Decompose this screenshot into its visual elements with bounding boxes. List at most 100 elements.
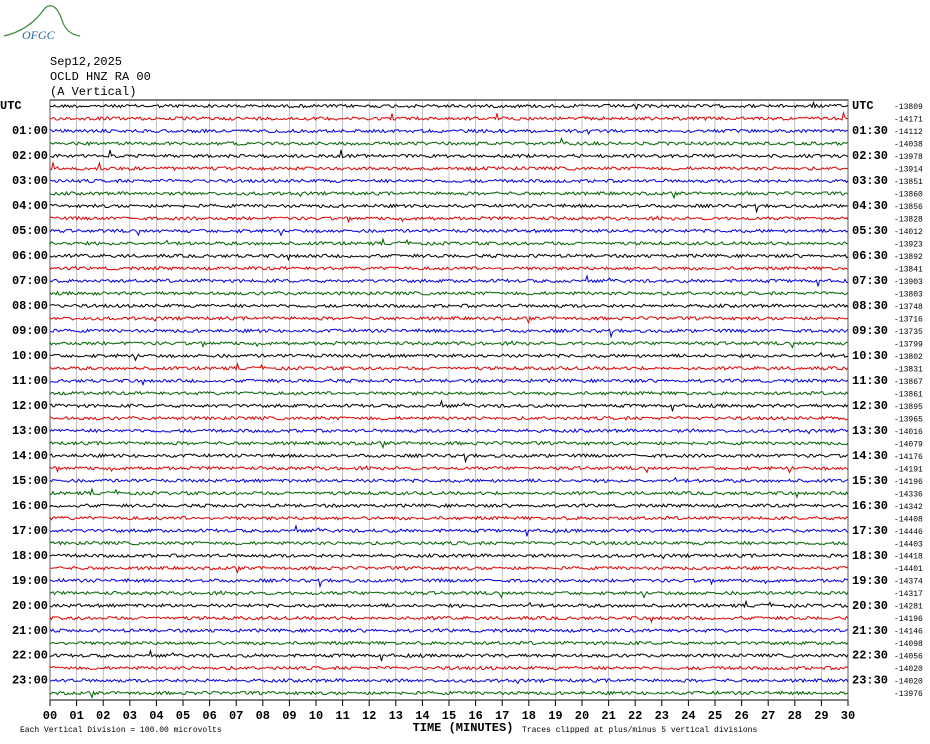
right-time-label: 23:30 bbox=[852, 674, 888, 688]
right-time-label: 13:30 bbox=[852, 424, 888, 438]
left-time-label: 02:00 bbox=[12, 149, 48, 163]
trace bbox=[49, 237, 849, 247]
x-tick-label: 03 bbox=[123, 709, 137, 723]
trace bbox=[49, 440, 849, 450]
left-time-label: 07:00 bbox=[12, 274, 48, 288]
trace bbox=[49, 589, 849, 599]
offset-label: -14098 bbox=[894, 640, 923, 649]
trace bbox=[49, 627, 848, 634]
left-time-label: 18:00 bbox=[12, 549, 48, 563]
trace bbox=[49, 523, 849, 537]
x-tick-label: 11 bbox=[335, 709, 349, 723]
offset-label: -13831 bbox=[894, 365, 923, 374]
offset-label: -13861 bbox=[894, 390, 923, 399]
offset-label: -13735 bbox=[894, 328, 923, 337]
right-time-label: 21:30 bbox=[852, 624, 888, 638]
x-tick-label: 01 bbox=[69, 709, 83, 723]
offset-label: -14020 bbox=[894, 678, 923, 687]
offset-label: -14196 bbox=[894, 615, 923, 624]
offset-label: -14171 bbox=[894, 116, 923, 125]
trace bbox=[49, 290, 849, 296]
trace bbox=[49, 378, 849, 387]
trace bbox=[49, 128, 849, 136]
x-tick-label: 15 bbox=[442, 709, 456, 723]
right-time-label: 08:30 bbox=[852, 299, 888, 313]
offset-label: -14176 bbox=[894, 453, 923, 462]
trace bbox=[49, 552, 849, 560]
offset-label: -14446 bbox=[894, 528, 923, 537]
trace bbox=[50, 351, 849, 362]
offset-label: -14374 bbox=[894, 578, 923, 587]
trace bbox=[49, 315, 849, 325]
trace bbox=[49, 161, 849, 171]
trace bbox=[49, 540, 849, 546]
right-time-label: 07:30 bbox=[852, 274, 888, 288]
offset-label: -14016 bbox=[894, 428, 923, 437]
trace bbox=[49, 149, 849, 159]
trace bbox=[49, 136, 849, 147]
offset-label: -14317 bbox=[894, 590, 923, 599]
x-tick-label: 29 bbox=[814, 709, 828, 723]
right-time-label: 02:30 bbox=[852, 149, 888, 163]
x-tick-label: 19 bbox=[548, 709, 562, 723]
x-tick-label: 22 bbox=[628, 709, 642, 723]
offset-label: -13716 bbox=[894, 315, 923, 324]
x-tick-label: 23 bbox=[655, 709, 669, 723]
offset-label: -13892 bbox=[894, 253, 923, 262]
trace bbox=[49, 690, 849, 699]
x-tick-label: 04 bbox=[149, 709, 163, 723]
offset-label: -13841 bbox=[894, 265, 923, 274]
trace bbox=[49, 452, 849, 464]
trace bbox=[49, 228, 849, 237]
offset-label: -14403 bbox=[894, 540, 923, 549]
trace bbox=[49, 599, 849, 609]
trace bbox=[49, 190, 849, 200]
left-time-label: 11:00 bbox=[12, 374, 48, 388]
right-time-label: 12:30 bbox=[852, 399, 888, 413]
right-time-label: 22:30 bbox=[852, 649, 888, 663]
x-tick-label: 12 bbox=[362, 709, 376, 723]
x-tick-label: 24 bbox=[681, 709, 695, 723]
x-tick-label: 17 bbox=[495, 709, 509, 723]
left-time-label: 15:00 bbox=[12, 474, 48, 488]
left-time-label: UTC bbox=[0, 99, 22, 113]
trace bbox=[49, 428, 849, 435]
x-tick-label: 13 bbox=[389, 709, 403, 723]
offset-label: -13802 bbox=[894, 353, 923, 362]
trace bbox=[49, 399, 849, 412]
x-tick-label: 26 bbox=[734, 709, 748, 723]
trace bbox=[49, 303, 849, 309]
trace bbox=[49, 390, 849, 396]
trace bbox=[49, 253, 849, 262]
x-tick-label: 10 bbox=[309, 709, 323, 723]
trace bbox=[49, 476, 849, 484]
header-line: Sep12,2025 bbox=[50, 55, 122, 69]
offset-label: -13978 bbox=[894, 153, 923, 162]
offset-label: -13856 bbox=[894, 203, 923, 212]
offset-label: -13851 bbox=[894, 178, 923, 187]
right-time-label: 04:30 bbox=[852, 199, 888, 213]
offset-label: -14401 bbox=[894, 565, 923, 574]
right-time-label: 03:30 bbox=[852, 174, 888, 188]
trace bbox=[49, 215, 849, 224]
offset-label: -14020 bbox=[894, 665, 923, 674]
right-time-label: UTC bbox=[852, 99, 874, 113]
trace bbox=[49, 615, 849, 624]
right-time-label: 05:30 bbox=[852, 224, 888, 238]
right-time-label: 01:30 bbox=[852, 124, 888, 138]
header-line: (A Vertical) bbox=[50, 85, 136, 99]
left-time-label: 01:00 bbox=[12, 124, 48, 138]
offset-label: -14336 bbox=[894, 490, 923, 499]
x-tick-label: 02 bbox=[96, 709, 110, 723]
right-time-label: 15:30 bbox=[852, 474, 888, 488]
left-time-label: 21:00 bbox=[12, 624, 48, 638]
left-time-label: 17:00 bbox=[12, 524, 48, 538]
trace bbox=[49, 515, 849, 521]
x-tick-label: 06 bbox=[202, 709, 216, 723]
trace bbox=[49, 677, 849, 685]
offset-label: -13860 bbox=[894, 191, 923, 200]
logo-text: OFGC bbox=[22, 28, 56, 42]
right-time-label: 06:30 bbox=[852, 249, 888, 263]
offset-label: -13809 bbox=[894, 103, 923, 112]
